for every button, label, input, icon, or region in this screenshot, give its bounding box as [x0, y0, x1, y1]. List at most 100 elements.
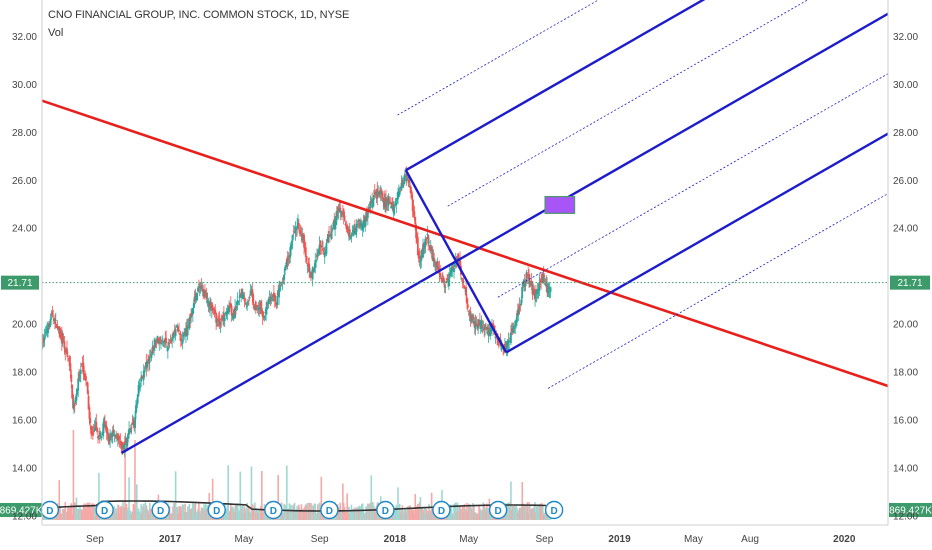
candle-body: [166, 346, 168, 348]
candle-body: [127, 435, 130, 439]
candle-body: [266, 307, 268, 310]
dividend-marker[interactable]: D: [264, 500, 283, 520]
volume-bar: [409, 505, 411, 520]
candle-body: [248, 296, 251, 298]
candle-body: [78, 374, 80, 377]
price-tag-left: [1, 275, 39, 290]
dividend-marker[interactable]: D: [151, 500, 170, 520]
volume-bar: [421, 507, 423, 520]
candle-body: [357, 220, 360, 222]
volume-bar: [485, 510, 487, 520]
dividend-marker[interactable]: D: [40, 500, 60, 520]
pitchfork-level-line: [497, 73, 888, 298]
candle-body: [480, 321, 483, 325]
volume-bar: [115, 508, 117, 520]
volume-bar: [78, 509, 80, 520]
volume-bar: [93, 505, 96, 520]
candle-body: [191, 307, 194, 315]
candle-body: [337, 208, 340, 212]
volume-bar: [141, 512, 143, 520]
volume-bar: [402, 510, 404, 520]
candle-body: [335, 217, 337, 225]
volume-bar: [211, 478, 214, 520]
volume-bar: [282, 512, 285, 520]
candle-body: [512, 325, 515, 334]
candle-body: [426, 233, 429, 236]
volume-bar: [484, 507, 486, 520]
candle-body: [88, 407, 91, 419]
candle-body: [113, 434, 116, 436]
dividend-marker[interactable]: D: [320, 500, 339, 520]
dividend-marker[interactable]: D: [488, 500, 508, 520]
candle-body: [404, 173, 406, 182]
volume-bar: [538, 507, 541, 520]
candle-body: [99, 434, 102, 436]
candle-body: [49, 318, 52, 326]
volume-bar: [149, 509, 152, 520]
volume-bar: [61, 508, 64, 520]
candle-body: [340, 210, 343, 212]
candle-body: [179, 333, 181, 335]
candle-body: [402, 181, 405, 188]
volume-bar: [242, 513, 245, 520]
volume-bar: [90, 510, 92, 520]
volume-bar: [521, 482, 524, 520]
volume-bar: [177, 513, 179, 520]
volume-bar: [79, 506, 81, 520]
candle-body: [430, 248, 433, 252]
volume-bar: [129, 510, 132, 520]
volume-bar: [135, 512, 137, 520]
dividend-marker[interactable]: D: [376, 500, 395, 520]
dividend-circle: [40, 500, 60, 520]
candle-body: [413, 211, 416, 217]
y-tick-label-right: 16.00: [893, 416, 918, 427]
candle-body: [255, 307, 258, 309]
volume-bar: [121, 507, 123, 520]
volume-bar: [136, 511, 139, 520]
x-tick-label: 2020: [833, 534, 856, 545]
candle-body: [123, 441, 126, 449]
candle-body: [489, 328, 492, 336]
dividend-marker[interactable]: D: [544, 500, 564, 520]
dividend-marker[interactable]: D: [207, 500, 226, 520]
dividend-circle: [376, 500, 395, 520]
volume-bar: [235, 504, 237, 520]
volume-bar: [357, 507, 360, 520]
volume-bar: [526, 502, 529, 520]
volume-bar: [351, 512, 354, 520]
candle-body: [104, 421, 106, 424]
candle-body: [304, 247, 307, 257]
volume-bar: [489, 513, 492, 520]
volume-bar: [530, 508, 533, 520]
volume-tag-right-text: 869.427K: [889, 506, 932, 517]
volume-bar: [408, 505, 411, 520]
candle-body: [545, 283, 548, 287]
volume-bar: [233, 511, 236, 520]
dividend-marker[interactable]: D: [432, 500, 451, 520]
drawings[interactable]: [42, 0, 932, 455]
volume-bar: [286, 465, 288, 520]
candle-body: [319, 240, 322, 248]
volume-bar: [72, 430, 75, 520]
volume-bar: [418, 502, 421, 520]
y-tick-label-left: 18.00: [12, 368, 37, 379]
volume-bar: [354, 513, 357, 520]
candle-body: [422, 244, 424, 258]
dividend-marker[interactable]: D: [95, 500, 114, 520]
candle-body: [444, 287, 447, 289]
candle-body: [200, 285, 203, 289]
volume-bar: [92, 503, 95, 520]
candle-body: [440, 278, 443, 280]
dividend-circle: [488, 500, 508, 520]
volume-bar: [59, 507, 61, 520]
volume-bar: [179, 506, 181, 520]
volume-bar: [410, 511, 412, 520]
candle-body: [70, 374, 73, 382]
volume-bar: [297, 513, 299, 520]
candle-body: [92, 430, 95, 433]
volume-bar: [474, 512, 477, 520]
volume-bar: [459, 505, 461, 520]
candle-body: [315, 260, 318, 262]
